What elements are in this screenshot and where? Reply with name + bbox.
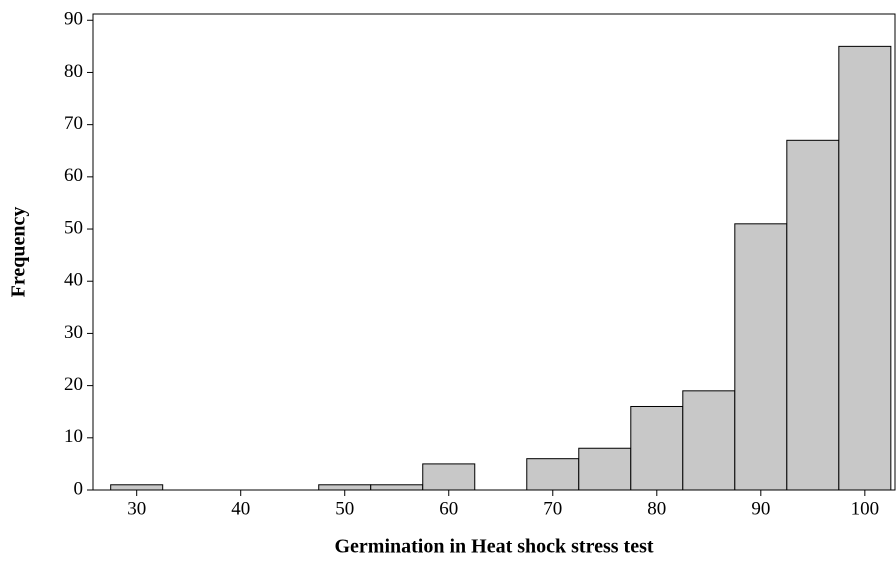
y-tick-label: 70 <box>64 113 83 134</box>
x-tick-label: 60 <box>439 498 458 519</box>
y-tick-label: 30 <box>64 322 83 343</box>
y-tick-label: 80 <box>64 61 83 82</box>
x-tick-label: 80 <box>647 498 666 519</box>
y-tick-label: 60 <box>64 165 83 186</box>
y-tick-label: 10 <box>64 426 83 447</box>
x-tick-label: 40 <box>231 498 250 519</box>
bar <box>578 447 632 491</box>
bar <box>838 45 892 491</box>
bar <box>526 458 580 491</box>
y-axis-label: Frequency <box>8 207 30 298</box>
bar <box>110 484 164 491</box>
bar <box>734 223 788 491</box>
bar <box>682 390 736 491</box>
x-tick-label: 90 <box>751 498 770 519</box>
y-tick-label: 40 <box>64 270 83 291</box>
y-tick-label: 20 <box>64 374 83 395</box>
x-tick-label: 100 <box>851 498 880 519</box>
x-axis-label: Germination in Heat shock stress test <box>334 536 653 558</box>
x-tick-label: 30 <box>127 498 146 519</box>
bar <box>786 139 840 491</box>
y-tick-label: 90 <box>64 9 83 30</box>
bar <box>370 484 424 491</box>
x-tick-label: 50 <box>335 498 354 519</box>
y-tick-label: 50 <box>64 217 83 238</box>
bar <box>318 484 372 491</box>
bar <box>422 463 476 491</box>
y-tick-label: 0 <box>74 478 84 499</box>
bar <box>630 405 684 491</box>
x-tick-label: 70 <box>543 498 562 519</box>
plot-frame <box>92 13 896 491</box>
